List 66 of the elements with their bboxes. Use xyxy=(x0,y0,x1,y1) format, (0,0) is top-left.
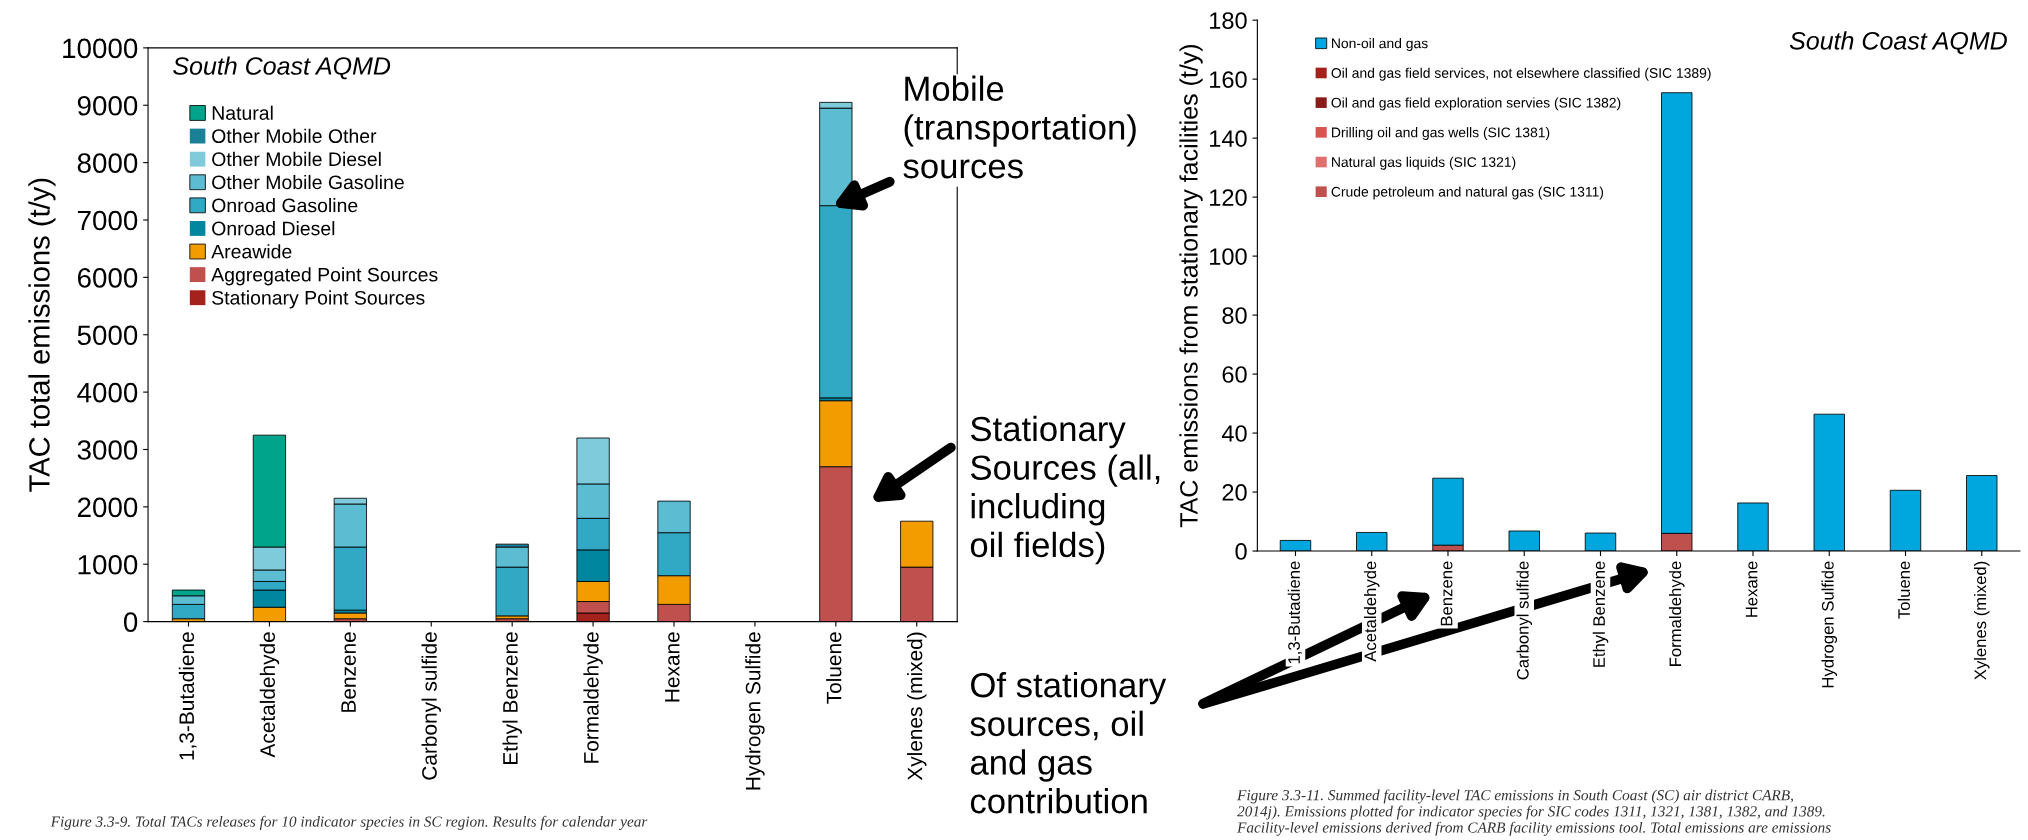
legend-label: Natural gas liquids (SIC 1321) xyxy=(1332,156,1516,170)
text: Of stationary sources, oil and gas contribution xyxy=(970,672,1167,814)
legend-label: Areawide xyxy=(211,244,292,259)
y-tick-label: 2000 xyxy=(77,497,138,518)
x-tick-label: Hydrogen Sulfide xyxy=(1821,561,1838,688)
legend-label: Other Mobile Diesel xyxy=(212,151,381,167)
legend-label: Oil and gas field exploration servies (SIC 1382) xyxy=(1331,97,1621,111)
x-tick-label: 1,3-Butadiene xyxy=(178,632,197,760)
legend-label: Other Mobile Other xyxy=(212,128,377,144)
y-tick-label: 7000 xyxy=(77,210,138,231)
legend-label: Oil and gas field services, not elsewhere classified (SIC 1389) xyxy=(1331,67,1711,81)
text: Stationary Sources (all, including oil fields) xyxy=(970,415,1160,565)
x-tick-label: 1,3-Butadiene xyxy=(1287,561,1302,664)
x-tick-label: Acetaldehyde xyxy=(259,632,280,758)
y-tick-label: 6000 xyxy=(77,268,138,288)
legend-label: Drilling oil and gas wells (SIC 1381) xyxy=(1332,127,1550,141)
x-tick-label: Toluene xyxy=(1897,561,1910,619)
y-tick-label: 1000 xyxy=(78,554,138,575)
annotation: South Coast AQMD xyxy=(1789,31,2007,55)
x-tick-label: Xylenes (mixed) xyxy=(1973,561,1990,680)
y-tick-label: 180 xyxy=(1210,12,1247,29)
annotation: Mobile (transportation) sources xyxy=(903,75,1136,179)
x-tick-label: Toluene xyxy=(826,632,842,704)
legend-label: Stationary Point Sources xyxy=(212,290,425,309)
x-tick-label: Ethyl Benzene xyxy=(502,632,522,764)
legend-label: Onroad Diesel xyxy=(212,221,335,236)
legend-label: Natural xyxy=(212,105,273,120)
annotation: South Coast AQMD xyxy=(173,56,391,80)
x-tick-label: Benzene xyxy=(341,632,356,712)
y-tick-label: 60 xyxy=(1222,366,1247,383)
x-tick-label: Benzene xyxy=(1440,561,1453,626)
y-tick-label: 140 xyxy=(1210,130,1247,147)
x-tick-label: Formaldehyde xyxy=(583,632,603,763)
legend-label: Aggregated Point Sources xyxy=(211,267,438,286)
y-tick-label: 80 xyxy=(1222,307,1247,324)
y-tick-label: 8000 xyxy=(77,153,138,173)
y-tick-label: 3000 xyxy=(77,440,138,460)
y-tick-label: 10000 xyxy=(63,38,138,59)
caption: Figure 3.3-11. Summed facility-level TAC emissions in South Coast (SC) air district CARB, 2014j). Emissions plotted for indicator species for SIC codes 1311, 1321, 1381, 1382, and 1389. Facility-level emissions derived from CARB facility emissions tool. Total emissions are emissions xyxy=(1237,789,1831,836)
legend-label: Onroad Gasoline xyxy=(212,198,358,213)
x-tick-label: Carbonyl sulfide xyxy=(421,632,441,780)
x-tick-label: Formaldehyde xyxy=(1668,561,1685,666)
caption: Figure 3.3-9. Total TACs releases for 10 indicator species in SC region. Results for calendar year xyxy=(50,815,648,830)
y-tick-label: 5000 xyxy=(77,325,138,346)
y-tick-label: 120 xyxy=(1210,189,1247,206)
x-tick-label: Acetaldehyde xyxy=(1363,561,1380,662)
y-tick-label: 0 xyxy=(1235,543,1247,560)
legend-label: Other Mobile Gasoline xyxy=(212,174,404,190)
legend-label: Crude petroleum and natural gas (SIC 1311) xyxy=(1331,186,1604,200)
x-tick-label: Carbonyl sulfide xyxy=(1516,561,1533,680)
y-tick-label: 40 xyxy=(1221,425,1247,442)
x-tick-label: Ethyl Benzene xyxy=(1592,561,1609,667)
bar xyxy=(1432,477,1464,546)
x-tick-label: Hexane xyxy=(1745,561,1758,617)
y-axis-title: TAC emissions from stationary facilities (t/y) xyxy=(1179,44,1203,528)
y-tick-label: 4000 xyxy=(77,382,138,403)
y-axis-title: TAC total emissions (t/y) xyxy=(28,178,56,492)
y-tick-label: 20 xyxy=(1222,484,1247,501)
y-tick-label: 9000 xyxy=(77,95,138,116)
y-tick-label: 160 xyxy=(1210,71,1247,88)
x-tick-label: Hexane xyxy=(665,632,680,702)
y-tick-label: 0 xyxy=(123,612,138,632)
legend-label: Non-oil and gas xyxy=(1332,38,1428,51)
y-tick-label: 100 xyxy=(1210,248,1247,265)
x-tick-label: Xylenes (mixed) xyxy=(907,632,927,781)
x-tick-label: Hydrogen Sulfide xyxy=(745,632,765,790)
